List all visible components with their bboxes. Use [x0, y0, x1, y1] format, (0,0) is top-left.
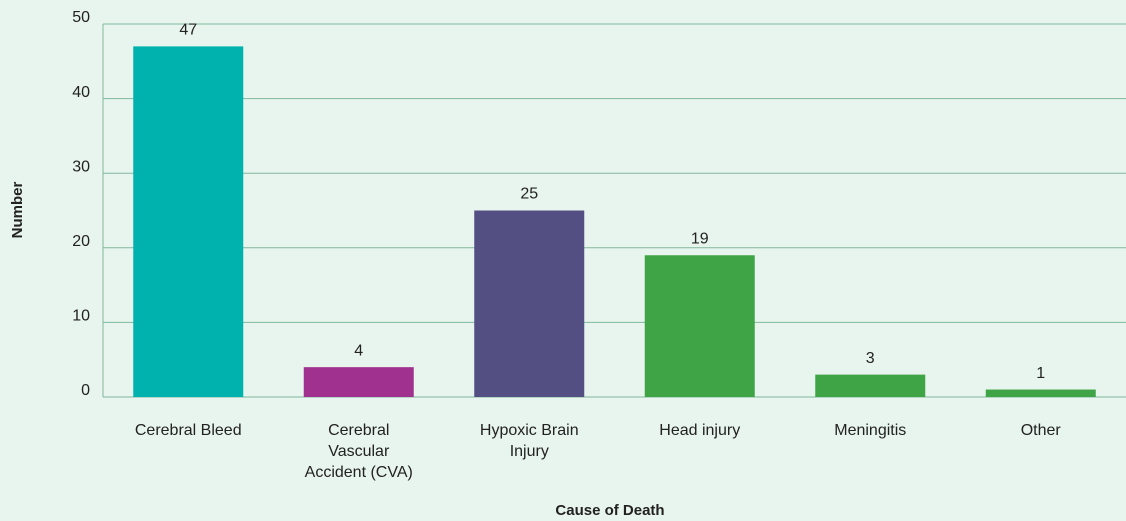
x-tick-label: Other	[1020, 422, 1061, 439]
x-tick-label: Cerebral Vascular Accident (CVA)	[304, 422, 413, 481]
bar	[474, 210, 585, 397]
y-tick-label: 10	[72, 308, 90, 325]
y-tick-label: 20	[72, 233, 90, 250]
x-tick-label: Hypoxic Brain Injury	[479, 422, 579, 460]
data-label: 47	[179, 22, 197, 39]
bar	[303, 367, 414, 397]
data-label: 19	[691, 230, 709, 247]
x-axis-label: Cause of Death	[555, 502, 664, 519]
data-label: 1	[1036, 365, 1045, 382]
y-tick-label: 0	[81, 382, 90, 399]
y-tick-label: 40	[72, 84, 90, 101]
data-label: 3	[866, 350, 875, 367]
bar	[815, 374, 926, 397]
y-axis-label: Number	[9, 182, 26, 239]
bar	[133, 46, 244, 397]
data-label: 25	[520, 186, 538, 203]
data-label: 4	[354, 342, 363, 359]
y-tick-label: 50	[72, 9, 90, 26]
x-tick-label: Meningitis	[834, 422, 907, 439]
y-tick-label: 30	[72, 158, 90, 175]
x-tick-label: Head injury	[659, 422, 741, 439]
bar	[985, 389, 1096, 397]
x-tick-label: Cerebral Bleed	[134, 422, 242, 439]
bar	[644, 255, 755, 397]
